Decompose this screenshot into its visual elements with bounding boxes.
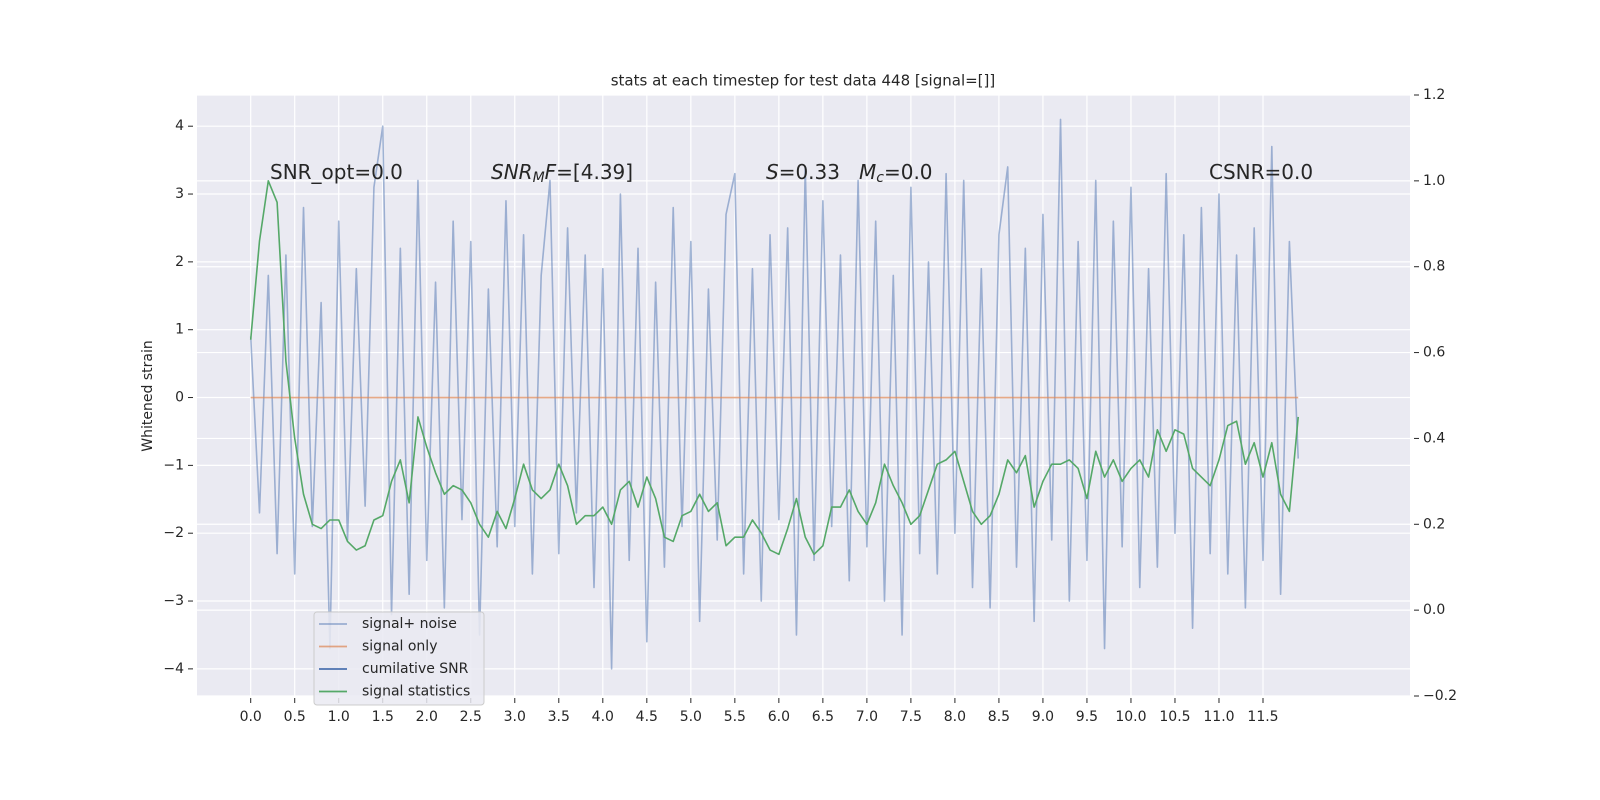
y2-tick-label: 0.8 [1423,259,1445,275]
x-tick-label: 2.5 [460,709,482,725]
annotation-part: S [766,160,779,184]
x-tick-label: 5.5 [724,709,746,725]
x-tick-label: 10.0 [1115,709,1146,725]
y-tick-label: −2 [163,525,184,541]
y2-tick-label: 0.0 [1423,602,1445,618]
annotation: CSNR=0.0 [1209,160,1313,184]
x-tick-label: 9.0 [1032,709,1054,725]
x-tick-label: 7.5 [900,709,922,725]
legend-label: cumilative SNR [362,661,469,677]
y-tick-label: 0 [175,390,184,406]
x-tick-label: 0.5 [284,709,306,725]
annotation-part: M [533,170,545,186]
x-tick-label: 1.0 [328,709,350,725]
x-tick-label: 7.0 [856,709,878,725]
y2-tick-label: 0.2 [1423,516,1445,532]
legend-label: signal only [362,639,437,655]
y-tick-label: 2 [175,254,184,270]
x-tick-label: 2.0 [416,709,438,725]
series-line [249,180,1300,556]
x-tick-label: 5.0 [680,709,702,725]
plot-background [197,95,1410,696]
y2-tick-label: −0.2 [1423,688,1457,704]
x-tick-label: 6.0 [768,709,790,725]
chart-title: stats at each timestep for test data 448… [611,72,996,90]
series-line [249,118,1300,670]
x-tick-label: 10.5 [1159,709,1190,725]
annotation-part: M [859,160,876,184]
annotation-part: SNR_opt=0.0 [270,160,403,184]
legend-label: signal statistics [362,684,470,700]
y-tick-label: −4 [163,661,184,677]
annotation-part: F [545,160,557,184]
annotation: S=0.33 [766,160,840,184]
x-tick-label: 11.0 [1203,709,1234,725]
lines [249,118,1300,670]
y2-tick-label: 1.2 [1423,87,1445,103]
y-tick-label: 1 [175,322,184,338]
annotation-part: =[4.39] [556,160,633,184]
x-tick-label: 3.5 [548,709,570,725]
x-tick-label: 9.5 [1076,709,1098,725]
annotation-part: CSNR=0.0 [1209,160,1313,184]
x-tick-label: 8.0 [944,709,966,725]
annotation: SNRMF=[4.39] [491,160,633,187]
x-tick-label: 0.0 [240,709,262,725]
y-tick-label: 3 [175,186,184,202]
y-axis-label: Whitened strain [140,340,156,451]
annotation-part: =0.0 [884,160,933,184]
x-tick-label: 3.0 [504,709,526,725]
legend-label: signal+ noise [362,616,457,632]
x-tick-label: 1.5 [372,709,394,725]
x-tick-label: 4.0 [592,709,614,725]
y-tick-label: 4 [175,118,184,134]
annotation-part: SNR [491,160,533,184]
y2-tick-label: 0.4 [1423,430,1445,446]
annotation-part: =0.33 [779,160,840,184]
annotation: SNR_opt=0.0 [270,160,403,184]
axes: 0.0 0.5 1.0 1.5 2.0 2.5 3.0 3.5 4.0 4.5 5.0 5.5 6.0 6… [163,87,1457,725]
legend: signal+ noise signal only cumilative SNR si… [313,611,485,706]
x-tick-label: 8.5 [988,709,1010,725]
y2-tick-label: 1.0 [1423,173,1445,189]
y-tick-label: −3 [163,593,184,609]
x-tick-label: 6.5 [812,709,834,725]
legend-box [313,611,485,706]
annotation: Mc=0.0 [859,160,933,187]
annotation-part: c [876,170,884,186]
x-tick-label: 4.5 [636,709,658,725]
y-tick-label: −1 [163,457,184,473]
y2-tick-label: 0.6 [1423,345,1445,361]
x-tick-label: 11.5 [1247,709,1278,725]
